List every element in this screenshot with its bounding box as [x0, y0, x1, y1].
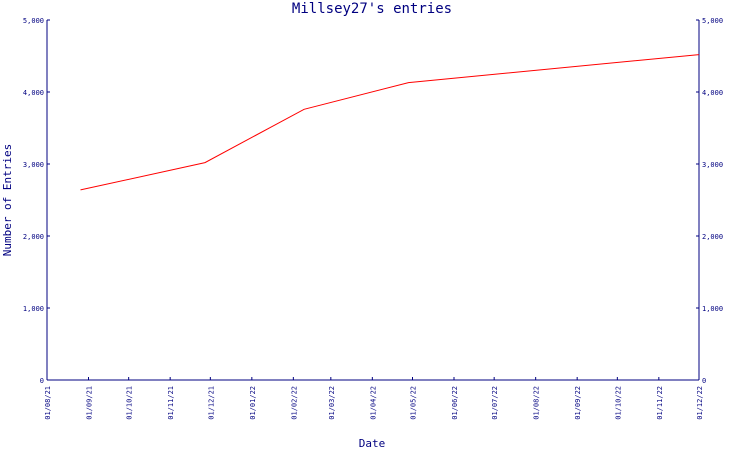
x-tick-label: 01/07/22 — [491, 386, 499, 420]
x-tick-label: 01/12/22 — [696, 386, 704, 420]
series-line — [80, 54, 700, 191]
x-tick-label: 01/06/22 — [451, 386, 459, 420]
series-group — [80, 54, 700, 191]
x-tick-label: 01/10/22 — [614, 386, 622, 420]
x-tick-label: 01/02/22 — [290, 386, 298, 420]
y-tick-label-left: 0 — [40, 377, 44, 385]
x-tick-label: 01/05/22 — [409, 386, 417, 420]
x-tick-label: 01/09/22 — [574, 386, 582, 420]
y-tick-label-right: 4,000 — [702, 89, 723, 97]
y-tick-label-left: 4,000 — [23, 89, 44, 97]
y-axis-title: Number of Entries — [1, 144, 14, 257]
x-tick-label: 01/10/21 — [126, 386, 134, 420]
x-tick-label: 01/01/22 — [249, 386, 257, 420]
x-tick-label: 01/08/22 — [533, 386, 541, 420]
chart-title: Millsey27's entries — [292, 1, 452, 17]
axes — [46, 20, 700, 381]
x-axis-title: Date — [359, 437, 386, 450]
ticks: 0 1,000 2,000 3,000 4,000 5,000 0 1,000 2,000 3,0… — [23, 17, 723, 420]
x-tick-label: 01/11/22 — [656, 386, 664, 420]
y-tick-label-right: 3,000 — [702, 161, 723, 169]
x-tick-label: 01/12/21 — [207, 386, 215, 420]
y-tick-label-left: 5,000 — [23, 17, 44, 25]
y-tick-label-left: 2,000 — [23, 233, 44, 241]
y-tick-label-right: 5,000 — [702, 17, 723, 25]
y-tick-label-right: 0 — [702, 377, 706, 385]
y-tick-label-right: 2,000 — [702, 233, 723, 241]
x-tick-label: 01/09/21 — [86, 386, 94, 420]
y-tick-label-left: 1,000 — [23, 305, 44, 313]
y-tick-label-left: 3,000 — [23, 161, 44, 169]
x-tick-label: 01/03/22 — [328, 386, 336, 420]
x-tick-label: 01/11/21 — [167, 386, 175, 420]
y-tick-label-right: 1,000 — [702, 305, 723, 313]
x-tick-label: 01/04/22 — [369, 386, 377, 420]
x-tick-label: 01/08/21 — [44, 386, 52, 420]
